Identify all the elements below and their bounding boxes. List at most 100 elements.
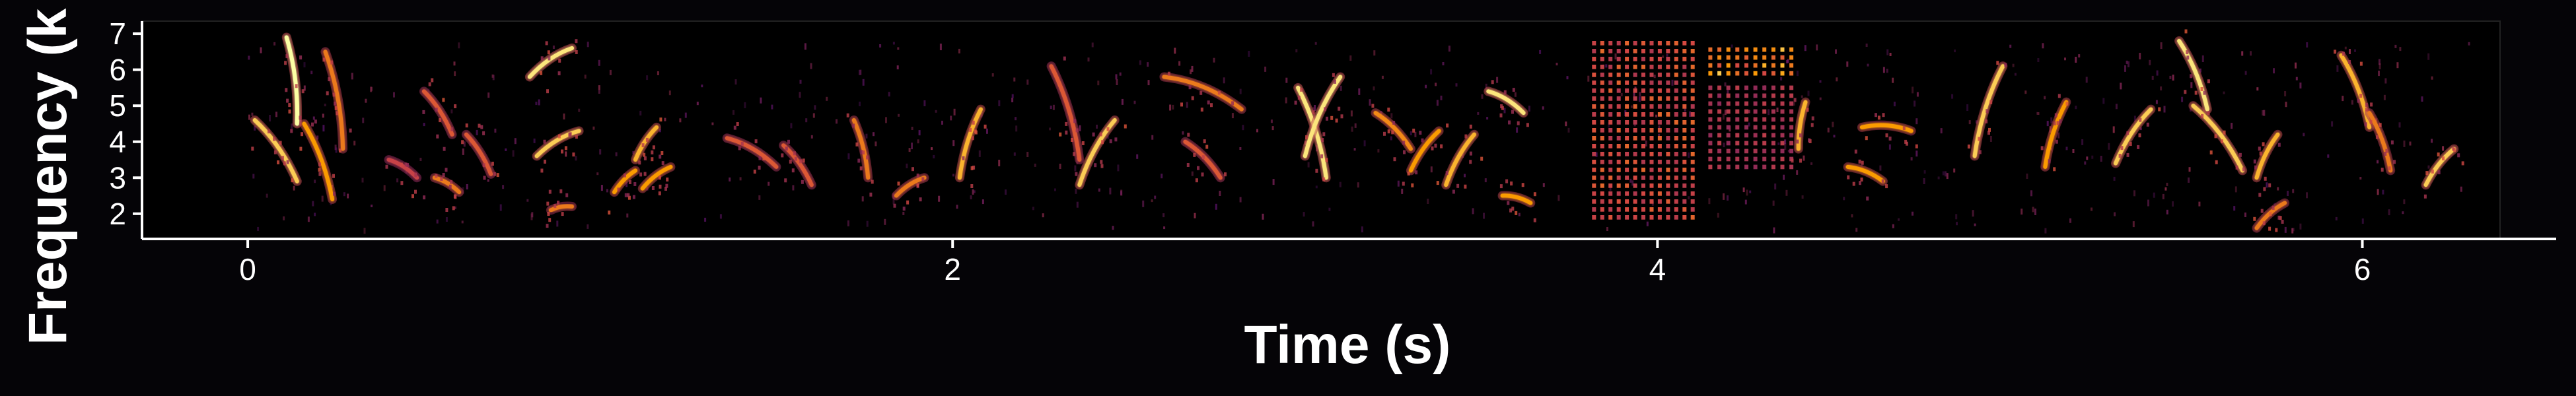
pulse-segment [1641,128,1645,133]
syllable-speck [414,189,417,194]
pulse-segment [1717,164,1722,170]
syllable-speck [333,191,336,196]
syllable-speck [617,187,620,192]
pulse-segment [1708,125,1713,130]
x-tick-label: 6 [2354,252,2371,286]
noise-speck [2284,91,2287,96]
syllable-speck [318,168,321,172]
pulse-segment [1682,57,1687,61]
noise-speck [998,160,1001,166]
noise-speck [2181,96,2184,102]
syllable-speck [445,208,448,212]
pulse-segment [1666,120,1670,125]
pulse-segment [1600,73,1604,77]
noise-speck [1116,79,1118,85]
noise-speck [1723,143,1725,148]
syllable-speck [575,39,578,44]
noise-speck [1087,57,1090,62]
pulse-segment [1608,112,1613,117]
noise-speck [2442,146,2445,151]
pulse-segment [1708,133,1713,138]
syllable-speck [1092,132,1095,137]
pulse-segment [1753,141,1758,146]
pulse-segment [1674,207,1678,212]
noise-speck [998,100,1001,106]
syllable-speck [273,137,276,141]
syllable-speck [423,195,426,200]
noise-speck [1768,109,1770,116]
noise-speck [1351,126,1353,132]
syllable-speck [2209,150,2213,154]
syllable [1159,71,1246,114]
noise-speck [2042,43,2044,49]
syllable-speck [318,162,322,167]
pulse-segment [1641,57,1645,61]
noise-speck [1888,144,1891,150]
noise-speck [1780,77,1783,81]
noise-speck [531,212,534,218]
syllable-speck [659,117,662,122]
syllable-speck [1081,141,1085,145]
noise-speck [1161,174,1163,179]
pulse-segment [1657,88,1662,93]
syllable-speck [1885,184,1888,189]
noise-speck [1567,127,1570,133]
noise-speck [2166,182,2168,186]
syllable-speck [406,163,410,167]
pulse-segment [1753,109,1758,114]
pulse-segment [1608,73,1613,77]
noise-speck [1477,112,1480,115]
noise-speck [1889,53,1892,56]
pulse-segment [1717,117,1722,122]
pulse-segment [1708,117,1713,122]
noise-speck [2409,141,2412,146]
pulse-segment [1744,156,1748,162]
syllable-speck [2359,94,2363,98]
pulse-segment [1674,73,1678,77]
pulse-segment [1649,144,1654,148]
noise-speck [1117,164,1120,172]
pulse-segment [1625,112,1629,117]
pulse-segment [1633,191,1637,196]
pulse-segment [1753,63,1758,68]
pulse-segment [1780,164,1785,170]
noise-speck [1034,163,1036,167]
noise-speck [1784,139,1787,145]
noise-speck [275,112,277,117]
syllable [1791,97,1814,163]
pulse-segment [1717,101,1722,106]
noise-speck [2100,156,2102,162]
pulse-segment [1690,215,1695,220]
pulse-segment [1674,88,1678,93]
pulse-segment [1666,152,1670,156]
syllable-speck [1100,164,1104,168]
noise-speck [657,71,659,75]
pulse-segment [1789,85,1794,90]
pulse-segment [1616,168,1621,172]
pulse-segment [1641,96,1645,101]
noise-speck [1744,199,1747,205]
pulse-segment [1616,88,1621,93]
noise-speck [1448,46,1450,52]
pulse-segment [1753,71,1758,76]
noise-speck [1810,162,1812,165]
noise-speck [950,116,952,121]
noise-speck [1717,213,1719,218]
noise-speck [2050,117,2053,123]
pulse-segment [1633,176,1637,180]
noise-speck [584,75,587,79]
noise-speck [679,118,682,123]
pulse-segment [1649,128,1654,133]
noise-speck [1381,75,1384,79]
noise-speck [307,216,310,222]
syllable [637,154,676,195]
noise-speck [2379,59,2380,65]
noise-speck [393,92,395,98]
pulse-segment [1682,81,1687,85]
noise-speck [1966,104,1969,111]
pulse-segment [1690,65,1695,69]
pulse-segment [1600,152,1604,156]
syllable-speck [871,180,874,184]
syllable-speck [314,119,317,124]
